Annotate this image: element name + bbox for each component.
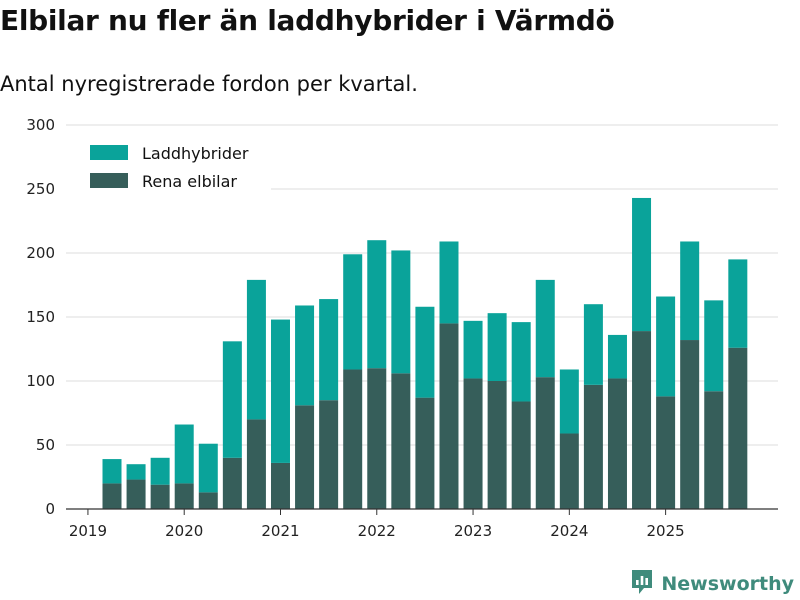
x-tick-label: 2022 xyxy=(358,522,396,540)
bar-rena-elbilar xyxy=(319,400,339,509)
bar-rena-elbilar xyxy=(295,405,315,509)
chart-subtitle: Antal nyregistrerade fordon per kvartal. xyxy=(0,72,418,96)
bar-rena-elbilar xyxy=(704,391,724,509)
bar-rena-elbilar xyxy=(270,462,290,509)
bar-laddhybrider xyxy=(150,457,170,485)
bar-laddhybrider xyxy=(415,306,435,398)
bar-laddhybrider xyxy=(319,299,339,401)
x-tick-label: 2024 xyxy=(550,522,588,540)
bar-laddhybrider xyxy=(680,241,700,341)
y-tick-label: 0 xyxy=(45,500,55,518)
bar-laddhybrider xyxy=(632,197,652,332)
bar-rena-elbilar xyxy=(439,323,459,509)
bar-rena-elbilar xyxy=(607,378,627,509)
bar-laddhybrider xyxy=(198,443,218,493)
legend-label-rena-elbilar: Rena elbilar xyxy=(142,172,237,191)
bar-rena-elbilar xyxy=(150,484,170,509)
y-tick-label: 200 xyxy=(26,244,55,262)
bar-rena-elbilar xyxy=(391,373,411,509)
y-tick-label: 250 xyxy=(26,180,55,198)
y-axis-ticks: 0 50 100 150 200 250 300 xyxy=(26,116,55,518)
bar-laddhybrider xyxy=(246,279,266,420)
bar-laddhybrider xyxy=(102,459,122,484)
bar-laddhybrider xyxy=(511,322,531,402)
x-tick-label: 2025 xyxy=(647,522,685,540)
legend-swatch-rena-elbilar xyxy=(90,173,128,188)
bar-laddhybrider xyxy=(704,300,724,392)
bar-rena-elbilar xyxy=(102,483,122,509)
bar-laddhybrider xyxy=(343,254,363,370)
bar-laddhybrider xyxy=(487,313,507,381)
bar-rena-elbilar xyxy=(487,381,507,509)
bar-laddhybrider xyxy=(174,424,194,484)
bar-rena-elbilar xyxy=(174,483,194,509)
legend-label-laddhybrider: Laddhybrider xyxy=(142,144,249,163)
bar-laddhybrider xyxy=(728,259,748,348)
legend-swatch-laddhybrider xyxy=(90,145,128,160)
bar-rena-elbilar xyxy=(559,433,579,509)
bar-laddhybrider xyxy=(656,296,676,397)
legend: Laddhybrider Rena elbilar xyxy=(66,136,271,192)
bar-laddhybrider xyxy=(295,305,315,406)
bar-laddhybrider xyxy=(535,279,555,378)
bar-rena-elbilar xyxy=(222,457,242,509)
x-tick-label: 2019 xyxy=(69,522,107,540)
x-axis: 2019 2020 2021 2022 2023 2024 2025 xyxy=(66,508,778,540)
bar-laddhybrider xyxy=(439,241,459,324)
bar-laddhybrider xyxy=(607,334,627,379)
bar-rena-elbilar xyxy=(680,340,700,509)
bar-laddhybrider xyxy=(391,250,411,374)
bar-rena-elbilar xyxy=(728,347,748,509)
bar-laddhybrider xyxy=(559,369,579,434)
y-tick-label: 100 xyxy=(26,372,55,390)
bar-rena-elbilar xyxy=(583,384,603,509)
brand: Newsworthy xyxy=(630,568,794,600)
y-tick-label: 150 xyxy=(26,308,55,326)
bar-laddhybrider xyxy=(270,319,290,463)
x-tick-label: 2023 xyxy=(454,522,492,540)
bar-rena-elbilar xyxy=(415,397,435,509)
bars xyxy=(102,197,748,509)
chart-title: Elbilar nu fler än laddhybrider i Värmdö xyxy=(0,4,615,37)
bar-laddhybrider xyxy=(463,320,483,379)
y-tick-label: 50 xyxy=(36,436,55,454)
bar-laddhybrider xyxy=(583,304,603,385)
bar-rena-elbilar xyxy=(511,401,531,509)
x-tick-label: 2020 xyxy=(165,522,203,540)
bar-laddhybrider xyxy=(222,341,242,458)
x-tick-label: 2021 xyxy=(261,522,299,540)
bar-rena-elbilar xyxy=(367,368,387,509)
bar-rena-elbilar xyxy=(463,378,483,509)
bar-rena-elbilar xyxy=(632,331,652,509)
bar-rena-elbilar xyxy=(535,377,555,509)
bar-rena-elbilar xyxy=(198,492,218,509)
brand-name: Newsworthy xyxy=(661,573,794,595)
bar-rena-elbilar xyxy=(656,396,676,509)
bar-rena-elbilar xyxy=(126,479,146,509)
bar-laddhybrider xyxy=(126,464,146,480)
newsworthy-logo-icon xyxy=(630,568,654,600)
y-tick-label: 300 xyxy=(26,116,55,134)
bar-rena-elbilar xyxy=(343,369,363,509)
bar-rena-elbilar xyxy=(246,419,266,509)
bar-laddhybrider xyxy=(367,240,387,369)
